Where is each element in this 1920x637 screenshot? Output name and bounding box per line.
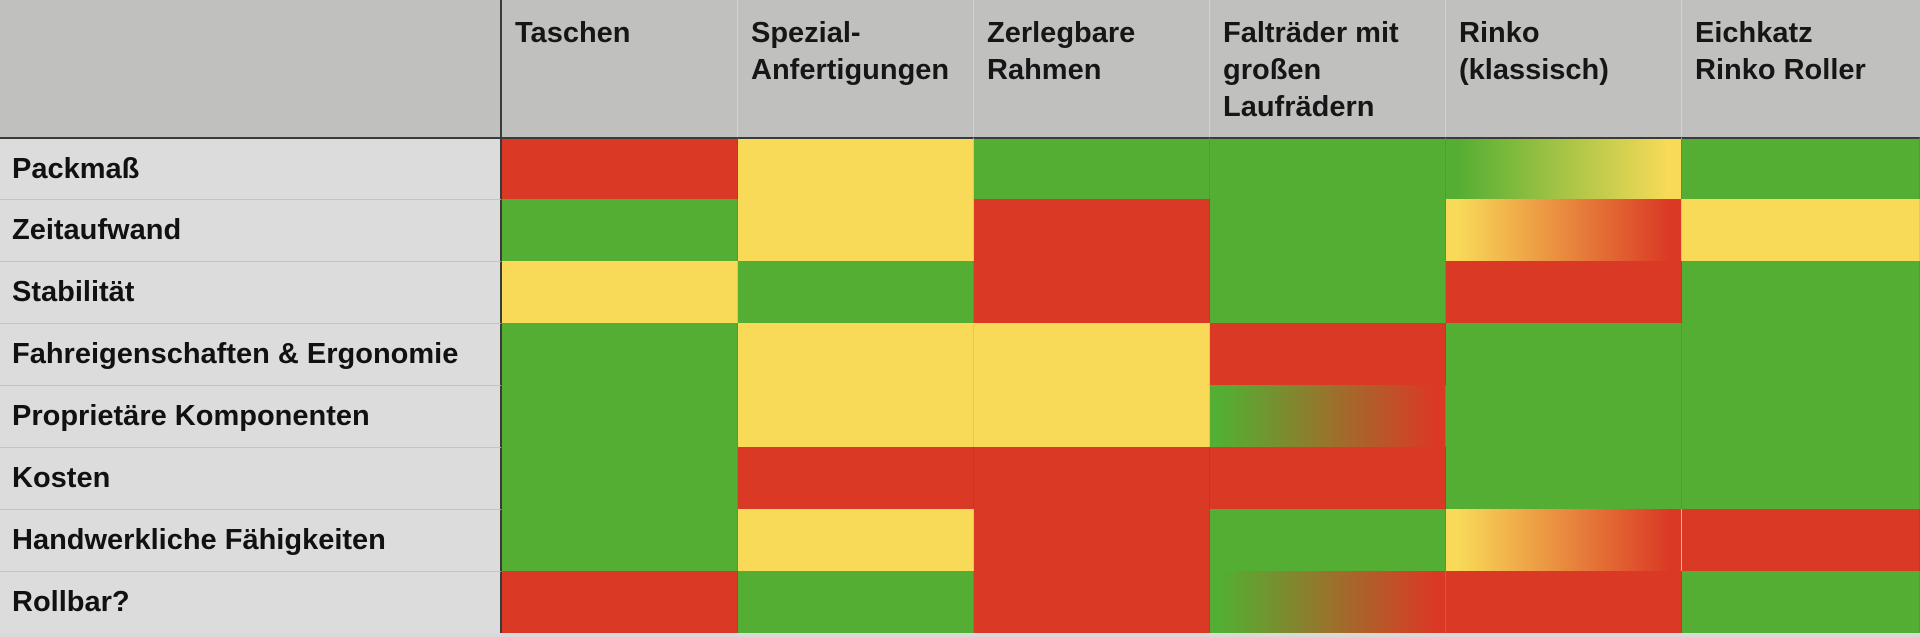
rating-cell	[1446, 199, 1682, 261]
rating-cell	[974, 447, 1210, 509]
row-label: Kosten	[0, 447, 502, 509]
rating-cell	[502, 137, 738, 199]
rating-cell	[738, 571, 974, 633]
rating-cell	[1682, 137, 1920, 199]
row-label: Fahreigenschaften & Ergonomie	[0, 323, 502, 385]
rating-cell	[738, 447, 974, 509]
row-label: Packmaß	[0, 137, 502, 199]
column-header: Zerlegbare Rahmen	[974, 0, 1210, 137]
rating-cell	[974, 323, 1210, 385]
rating-cell	[502, 385, 738, 447]
rating-cell	[1682, 447, 1920, 509]
rating-cell	[502, 571, 738, 633]
rating-cell	[502, 323, 738, 385]
rating-cell	[1210, 447, 1446, 509]
rating-cell	[1210, 571, 1446, 633]
rating-cell	[502, 447, 738, 509]
column-header: Spezial- Anfertigungen	[738, 0, 974, 137]
rating-cell	[1210, 385, 1446, 447]
rating-cell	[1446, 261, 1682, 323]
rating-cell	[738, 323, 974, 385]
rating-cell	[1682, 199, 1920, 261]
rating-cell	[1682, 323, 1920, 385]
rating-cell	[502, 509, 738, 571]
rating-cell	[502, 199, 738, 261]
rating-cell	[1446, 509, 1682, 571]
rating-cell	[1210, 137, 1446, 199]
rating-cell	[974, 571, 1210, 633]
rating-cell	[502, 261, 738, 323]
rating-cell	[1682, 509, 1920, 571]
rating-cell	[738, 199, 974, 261]
rating-cell	[1210, 323, 1446, 385]
rating-cell	[974, 509, 1210, 571]
rating-cell	[974, 199, 1210, 261]
column-header: Taschen	[502, 0, 738, 137]
column-header: Eichkatz Rinko Roller	[1682, 0, 1920, 137]
column-header: Falträder mit großen Laufrädern	[1210, 0, 1446, 137]
rating-cell	[1682, 261, 1920, 323]
rating-cell	[1210, 509, 1446, 571]
column-header: Rinko (klassisch)	[1446, 0, 1682, 137]
rating-cell	[1446, 571, 1682, 633]
row-label: Proprietäre Komponenten	[0, 385, 502, 447]
rating-cell	[1446, 385, 1682, 447]
row-label: Handwerkliche Fähigkeiten	[0, 509, 502, 571]
rating-cell	[1210, 261, 1446, 323]
rating-cell	[974, 385, 1210, 447]
rating-cell	[738, 137, 974, 199]
header-corner	[0, 0, 502, 137]
rating-cell	[974, 261, 1210, 323]
rating-cell	[1682, 385, 1920, 447]
rating-cell	[974, 137, 1210, 199]
rating-cell	[1682, 571, 1920, 633]
rating-cell	[1446, 137, 1682, 199]
row-label: Rollbar?	[0, 571, 502, 633]
rating-cell	[1446, 447, 1682, 509]
rating-cell	[1210, 199, 1446, 261]
rating-cell	[1446, 323, 1682, 385]
row-label: Stabilität	[0, 261, 502, 323]
rating-cell	[738, 385, 974, 447]
rating-cell	[738, 261, 974, 323]
rating-cell	[738, 509, 974, 571]
row-label: Zeitaufwand	[0, 199, 502, 261]
